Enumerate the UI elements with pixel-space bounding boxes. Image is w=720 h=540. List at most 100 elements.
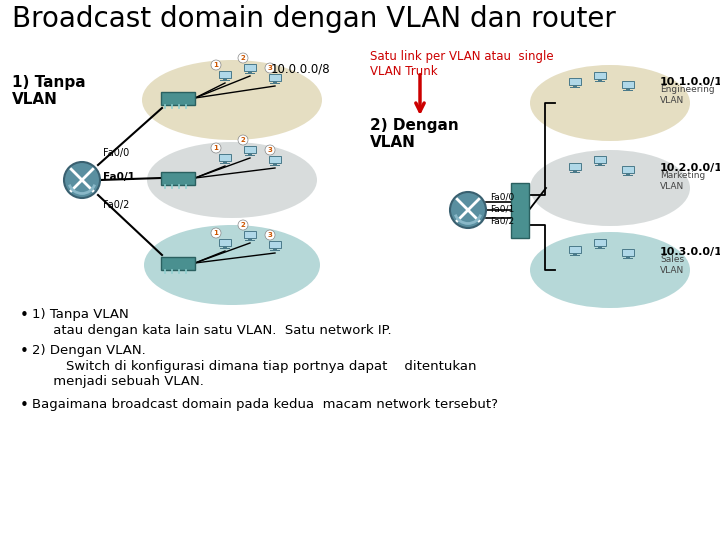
Text: 2: 2: [240, 137, 246, 143]
Bar: [626, 256, 630, 258]
Bar: [244, 146, 256, 153]
Bar: [244, 64, 256, 71]
Circle shape: [211, 60, 221, 70]
Bar: [161, 91, 195, 105]
Bar: [626, 87, 630, 90]
Text: Fa0/1: Fa0/1: [490, 205, 514, 213]
Bar: [220, 80, 230, 81]
Text: Engineering
VLAN: Engineering VLAN: [660, 85, 715, 105]
Bar: [570, 87, 580, 88]
Bar: [273, 163, 277, 165]
Bar: [161, 172, 195, 185]
Bar: [269, 241, 281, 248]
Text: 2: 2: [240, 55, 246, 61]
Bar: [626, 173, 630, 175]
Text: 3: 3: [268, 65, 272, 71]
Bar: [273, 248, 277, 250]
Text: 3: 3: [268, 232, 272, 238]
Ellipse shape: [530, 65, 690, 141]
Bar: [511, 183, 529, 238]
Bar: [570, 172, 580, 173]
Bar: [572, 253, 577, 255]
Bar: [595, 248, 606, 249]
Text: 2) Dengan
VLAN: 2) Dengan VLAN: [370, 118, 459, 151]
Text: 10.3.0.0/16: 10.3.0.0/16: [660, 247, 720, 257]
Circle shape: [238, 53, 248, 63]
Bar: [598, 246, 603, 248]
Bar: [622, 81, 634, 87]
Bar: [270, 83, 280, 84]
Bar: [598, 79, 603, 81]
Bar: [572, 85, 577, 87]
Text: Fa0/2: Fa0/2: [103, 200, 130, 210]
Bar: [569, 246, 581, 253]
Bar: [161, 256, 195, 269]
Text: Fa0/0: Fa0/0: [103, 148, 130, 158]
Bar: [219, 71, 231, 78]
Bar: [569, 163, 581, 170]
Bar: [270, 250, 280, 251]
Bar: [595, 81, 606, 82]
Ellipse shape: [530, 232, 690, 308]
Bar: [594, 156, 606, 163]
Bar: [245, 240, 256, 241]
Text: Fa0/1: Fa0/1: [103, 172, 135, 182]
Ellipse shape: [144, 225, 320, 305]
Bar: [222, 246, 228, 248]
Bar: [222, 78, 228, 80]
Text: •: •: [20, 344, 29, 359]
Text: Marketing
VLAN: Marketing VLAN: [660, 171, 706, 191]
Bar: [598, 163, 603, 165]
Text: 1) Tanpa
VLAN: 1) Tanpa VLAN: [12, 75, 86, 107]
Bar: [622, 166, 634, 173]
Text: 1) Tanpa VLAN: 1) Tanpa VLAN: [32, 308, 129, 321]
Circle shape: [64, 162, 100, 198]
Text: Broadcast domain dengan VLAN dan router: Broadcast domain dengan VLAN dan router: [12, 5, 616, 33]
Text: Fa0/2: Fa0/2: [490, 217, 514, 226]
Circle shape: [238, 220, 248, 230]
Bar: [220, 163, 230, 164]
Bar: [622, 249, 634, 256]
Text: •: •: [20, 308, 29, 323]
Bar: [623, 258, 634, 259]
Bar: [623, 175, 634, 176]
Text: Sales
VLAN: Sales VLAN: [660, 255, 684, 275]
Text: Satu link per VLAN atau  single
VLAN Trunk: Satu link per VLAN atau single VLAN Trun…: [370, 50, 554, 78]
Bar: [269, 74, 281, 80]
Text: 3: 3: [268, 147, 272, 153]
Bar: [570, 255, 580, 256]
Bar: [572, 170, 577, 172]
Text: 1: 1: [214, 62, 218, 68]
Text: 10.0.0.0/8: 10.0.0.0/8: [270, 62, 330, 75]
Bar: [248, 153, 252, 155]
Bar: [270, 165, 280, 166]
Bar: [248, 71, 252, 73]
Circle shape: [238, 135, 248, 145]
Circle shape: [265, 145, 275, 155]
Circle shape: [211, 228, 221, 238]
Circle shape: [265, 63, 275, 73]
Bar: [594, 72, 606, 79]
Bar: [222, 161, 228, 163]
Circle shape: [211, 143, 221, 153]
Bar: [245, 155, 256, 156]
Text: 2: 2: [240, 222, 246, 228]
Bar: [219, 154, 231, 161]
Text: Switch di konfigurasi dimana tiap portnya dapat    ditentukan
     menjadi sebua: Switch di konfigurasi dimana tiap portny…: [32, 360, 477, 388]
Ellipse shape: [147, 142, 317, 218]
Text: 1: 1: [214, 230, 218, 236]
Ellipse shape: [142, 60, 322, 140]
Bar: [569, 78, 581, 85]
Bar: [594, 239, 606, 246]
Circle shape: [450, 192, 486, 228]
Bar: [219, 239, 231, 246]
Ellipse shape: [530, 150, 690, 226]
Text: 10.2.0.0/16: 10.2.0.0/16: [660, 163, 720, 173]
Text: Bagaimana broadcast domain pada kedua  macam network tersebut?: Bagaimana broadcast domain pada kedua ma…: [32, 398, 498, 411]
Bar: [269, 156, 281, 163]
Bar: [273, 80, 277, 83]
Text: atau dengan kata lain satu VLAN.  Satu network IP.: atau dengan kata lain satu VLAN. Satu ne…: [32, 324, 392, 337]
Circle shape: [265, 230, 275, 240]
Bar: [244, 231, 256, 238]
Text: 10.1.0.0/16: 10.1.0.0/16: [660, 77, 720, 87]
